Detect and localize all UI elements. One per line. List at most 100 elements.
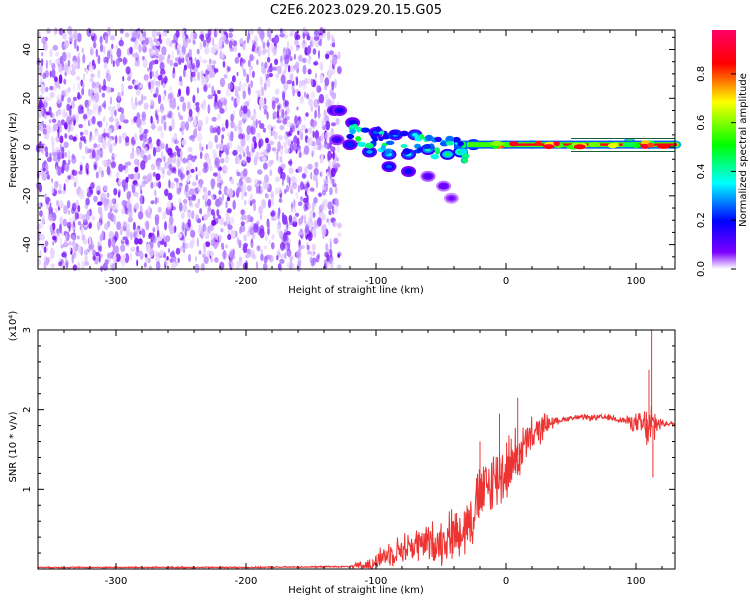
noise-blob [121,208,126,215]
noise-blob [45,151,49,158]
noise-blob [45,86,49,92]
noise-blob [334,78,337,89]
noise-blob [199,208,203,215]
noise-blob [286,132,291,137]
noise-blob [217,182,220,188]
noise-blob [134,133,138,141]
noise-blob [104,259,109,266]
noise-blob [97,106,101,116]
noise-blob [260,201,264,211]
ridge-blob [357,141,367,147]
noise-blob [268,239,272,245]
noise-blob [324,93,329,103]
noise-blob [337,253,341,258]
ridge-blob [365,142,374,149]
noise-blob [312,120,316,128]
noise-blob [79,131,84,136]
noise-blob [52,156,59,162]
snr-y-scale-label: (x10⁴) [8,311,19,342]
noise-blob [91,212,94,221]
noise-blob [52,44,58,51]
noise-blob [102,132,108,138]
noise-blob [295,191,299,199]
noise-blob [286,248,292,257]
noise-blob [288,214,293,223]
noise-blob [229,216,235,224]
noise-blob [243,82,248,87]
ridge-core [385,164,393,169]
noise-blob [73,30,78,40]
noise-blob [229,250,233,260]
noise-blob [150,50,156,56]
noise-blob [206,64,212,72]
noise-blob [298,54,303,62]
noise-blob [88,109,93,116]
noise-blob [41,96,45,102]
ridge-blob [462,157,468,164]
noise-blob [71,202,77,212]
noise-blob [147,153,151,161]
noise-blob [301,215,304,220]
noise-blob [91,149,96,159]
noise-blob [260,86,265,97]
noise-blob [227,66,231,72]
noise-blob [93,143,98,149]
noise-blob [89,118,93,126]
noise-blob [214,157,220,167]
noise-blob [297,91,301,97]
noise-blob [298,244,302,251]
noise-blob [227,224,233,230]
noise-blob [230,229,234,238]
noise-blob [50,208,53,216]
noise-blob [107,252,112,259]
noise-blob [192,39,196,45]
noise-blob [313,196,318,204]
noise-blob [326,31,331,41]
noise-blob [278,198,283,203]
noise-blob [302,83,307,90]
noise-blob [63,40,69,49]
noise-blob [150,200,155,205]
noise-blob [234,125,238,132]
noise-blob [207,140,213,150]
ridge-blob [356,126,362,133]
noise-blob [311,150,314,158]
noise-blob [284,100,289,107]
noise-blob [211,64,215,70]
noise-blob [298,228,304,236]
noise-blob [303,145,310,155]
noise-blob [211,116,217,122]
noise-blob [72,114,76,121]
noise-blob [225,38,229,45]
noise-blob [196,87,199,94]
noise-blob [122,76,125,82]
noise-blob [203,99,206,108]
noise-blob [171,136,175,144]
noise-blob [160,107,164,113]
noise-blob [43,124,47,129]
noise-blob [163,155,166,163]
noise-blob [91,115,96,125]
noise-blob [88,135,92,143]
noise-blob [197,132,203,142]
noise-blob [90,73,95,78]
noise-blob [93,195,98,203]
noise-blob [101,103,106,108]
noise-blob [274,34,280,44]
noise-blob [163,114,166,121]
noise-blob [268,140,274,146]
noise-blob [113,214,116,225]
noise-blob [206,36,212,44]
noise-blob [320,152,324,163]
noise-blob [318,49,320,60]
y-tick-label: 0 [22,144,33,150]
noise-blob [315,35,319,42]
noise-blob [39,249,42,259]
noise-blob [58,183,62,191]
noise-blob [154,110,158,118]
noise-blob [85,197,90,206]
noise-blob [72,264,78,271]
noise-blob [208,72,214,79]
noise-blob [297,201,303,207]
